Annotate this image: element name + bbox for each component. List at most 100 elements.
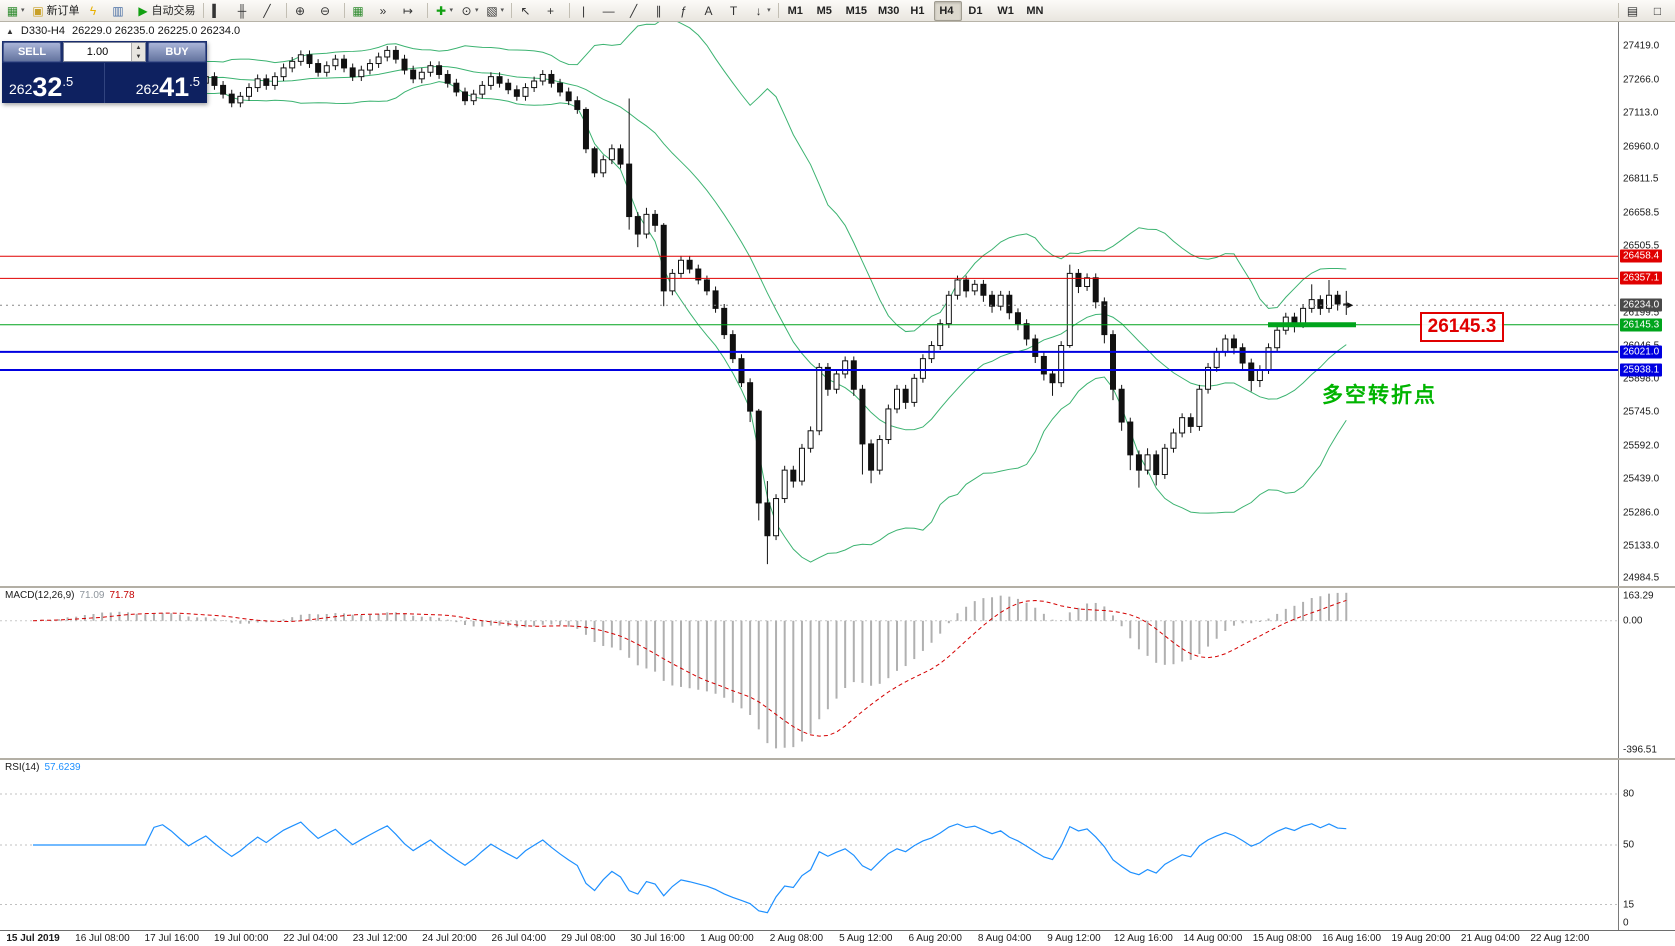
time-axis[interactable]: 15 Jul 2019 16 Jul 08:00 17 Jul 16:00 19 Ju… xyxy=(0,930,1675,946)
candle-body xyxy=(781,469,788,500)
macd-plot[interactable] xyxy=(0,588,1618,758)
periods-button[interactable]: ⊙ ▾ xyxy=(457,1,482,21)
indicators-button[interactable]: ✚ ▾ xyxy=(432,1,457,21)
candle-body xyxy=(539,73,546,82)
tf-h4-button[interactable]: H4 xyxy=(934,0,963,21)
rsi-axis[interactable]: 80 50 15 0 xyxy=(1618,760,1675,930)
volume-input[interactable] xyxy=(64,43,131,61)
new-order-button[interactable]: ▣ 新订单 xyxy=(29,1,83,21)
tf-d1-button[interactable]: D1 xyxy=(963,1,991,21)
price-axis[interactable]: 27419.0 27266.0 27113.0 26960.0 26811.5 26658… xyxy=(1618,22,1675,586)
candle-body xyxy=(341,58,348,69)
candle-body xyxy=(945,294,952,325)
data-window-button[interactable]: ▥ xyxy=(109,1,133,21)
candle-body xyxy=(1153,454,1160,476)
candle-body xyxy=(790,469,797,482)
tf-m15-button[interactable]: M15 xyxy=(841,1,872,21)
buy-button[interactable]: BUY xyxy=(148,42,206,62)
candle-body xyxy=(1014,312,1021,325)
equidistant-channel-button[interactable]: ∥ xyxy=(649,1,673,21)
tf-h1-button[interactable]: H1 xyxy=(905,1,933,21)
candlestick-chart-button[interactable]: ╫ xyxy=(233,1,257,21)
toolbar-separator xyxy=(511,3,513,18)
fibonacci-button[interactable]: ƒ xyxy=(674,1,698,21)
tf-m5-button[interactable]: M5 xyxy=(812,1,840,21)
volume-down-button[interactable]: ▼ xyxy=(132,52,145,61)
text-label-button[interactable]: T xyxy=(724,1,748,21)
time-axis-label: 15 Jul 2019 xyxy=(6,933,60,944)
new-chart-button[interactable]: ▦ ▾ xyxy=(3,1,28,21)
horizontal-line-button[interactable]: — xyxy=(599,1,623,21)
templates-dropdown-icon: ▾ xyxy=(500,6,505,14)
buy-price[interactable]: 262 41 .5 xyxy=(104,63,207,103)
candle-body xyxy=(634,216,641,235)
sell-button[interactable]: SELL xyxy=(3,42,61,62)
one-click-toggle-icon[interactable]: ▲ xyxy=(6,26,14,36)
text-button[interactable]: A xyxy=(699,1,723,21)
candle-body xyxy=(859,388,866,445)
candle-body xyxy=(833,373,840,390)
tile-windows-button[interactable]: ▦ xyxy=(349,1,373,21)
candle-body xyxy=(600,159,607,174)
rsi-plot[interactable] xyxy=(0,760,1618,930)
chart-shift-button[interactable]: ↦ xyxy=(399,1,423,21)
line-chart-button[interactable]: ╱ xyxy=(258,1,282,21)
candle-body xyxy=(971,283,978,292)
candle-body xyxy=(358,69,365,78)
candle-body xyxy=(444,73,451,84)
candle-body xyxy=(297,54,304,62)
macd-axis[interactable]: 163.29 0.00 -396.51 xyxy=(1618,588,1675,758)
arrows-icon: ↓ xyxy=(755,3,762,18)
new-chart-icon: ▦ xyxy=(6,3,19,18)
crosshair-button[interactable]: + xyxy=(541,1,565,21)
price-level-annotation[interactable]: 26145.3 xyxy=(1420,311,1504,342)
main-chart-plot[interactable] xyxy=(0,22,1618,586)
volume-up-button[interactable]: ▲ xyxy=(132,43,145,52)
time-axis-label: 19 Aug 20:00 xyxy=(1391,933,1451,944)
tf-w1-button[interactable]: W1 xyxy=(992,1,1020,21)
current-price-arrow xyxy=(1347,302,1354,309)
rsi-axis-label: 15 xyxy=(1623,899,1635,910)
autotrading-button[interactable]: ▶ 自动交易 xyxy=(134,1,199,21)
price-axis-label: 25898.0 xyxy=(1623,373,1660,385)
new-chart-dropdown-icon: ▾ xyxy=(21,6,25,14)
arrows-button[interactable]: ↓ ▾ xyxy=(749,1,774,21)
data-window-icon: ▥ xyxy=(112,3,124,18)
buy-price-tail: .5 xyxy=(189,74,200,89)
candle-body xyxy=(1230,338,1237,349)
candle-body xyxy=(271,76,278,86)
toolbar-separator xyxy=(777,3,779,18)
tf-m1-button[interactable]: M1 xyxy=(783,1,811,21)
templates-button[interactable]: ▧ ▾ xyxy=(483,1,508,21)
candle-body xyxy=(366,63,373,71)
bar-chart-button[interactable]: ▍ xyxy=(208,1,232,21)
bollinger-upper-band xyxy=(32,22,1347,333)
sell-price-tail: .5 xyxy=(62,74,74,89)
auto-scroll-button[interactable]: » xyxy=(374,1,398,21)
tf-mn-button[interactable]: MN xyxy=(1021,1,1049,21)
candle-body xyxy=(392,49,399,60)
macd-title: MACD(12,26,9) xyxy=(5,590,75,601)
candle-body xyxy=(470,93,477,102)
trendline-button[interactable]: ╱ xyxy=(624,1,648,21)
cursor-button[interactable]: ↖ xyxy=(516,1,540,21)
zoom-in-button[interactable]: ⊕ xyxy=(291,1,315,21)
window-list-button[interactable]: ▤ xyxy=(1623,1,1647,21)
candle-body xyxy=(462,91,468,102)
price-axis-label: 27266.0 xyxy=(1623,74,1660,86)
sell-price[interactable]: 262 32 .5 xyxy=(2,63,104,103)
metaeditor-lightning-button[interactable]: ϟ xyxy=(84,1,108,21)
candle-body xyxy=(963,279,970,292)
trendline-icon: ╱ xyxy=(629,3,638,18)
pane-splitter-rsi[interactable] xyxy=(0,758,1675,760)
turning-point-label[interactable]: 多空转折点 xyxy=(1322,383,1437,407)
vertical-line-button[interactable]: | xyxy=(574,1,598,21)
docking-button[interactable]: □ xyxy=(1648,1,1672,21)
zoom-out-button[interactable]: ⊖ xyxy=(316,1,340,21)
tf-m30-button[interactable]: M30 xyxy=(873,1,904,21)
tf-m15-label: M15 xyxy=(845,4,867,17)
macd-pane: 163.29 0.00 -396.51 MACD(12,26,9) 71.09 71… xyxy=(0,588,1675,758)
pane-splitter-macd[interactable] xyxy=(0,586,1675,588)
tf-mn-label: MN xyxy=(1026,4,1044,17)
candle-body xyxy=(764,502,771,537)
